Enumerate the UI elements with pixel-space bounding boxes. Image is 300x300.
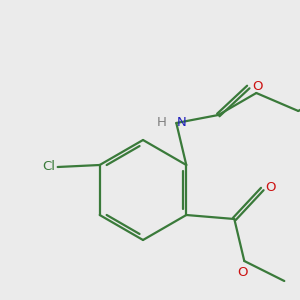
Text: H: H [156, 116, 166, 130]
Text: Cl: Cl [43, 160, 56, 173]
Text: N: N [176, 116, 186, 130]
Text: O: O [252, 80, 263, 94]
Text: O: O [265, 181, 276, 194]
Text: O: O [237, 266, 247, 279]
